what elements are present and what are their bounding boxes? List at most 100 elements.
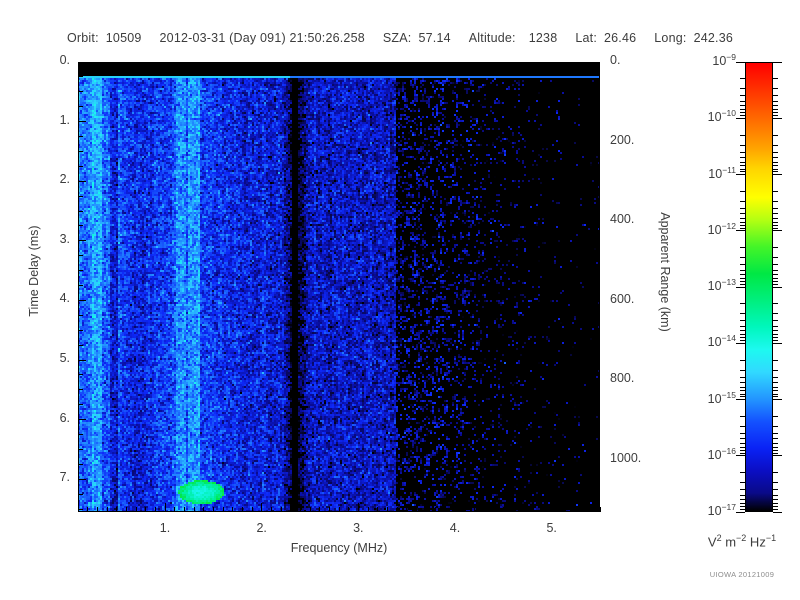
y-axis-minor-tick xyxy=(78,448,83,450)
x-axis-tick-label: 3. xyxy=(353,521,364,535)
colorbar-minor-tick xyxy=(740,115,745,117)
colorbar-minor-tick xyxy=(740,325,745,327)
colorbar-minor-tick xyxy=(740,386,745,388)
x-axis-minor-tick xyxy=(241,507,243,512)
colorbar-minor-tick xyxy=(773,115,778,117)
colorbar-minor-tick xyxy=(773,446,778,448)
y2-axis-minor-tick xyxy=(595,339,600,341)
colorbar-minor-tick xyxy=(773,494,778,496)
colorbar-major-tick xyxy=(773,117,782,119)
y2-axis-title: Apparent Range (km) xyxy=(658,212,672,332)
colorbar-minor-tick xyxy=(740,109,745,111)
colorbar-tick-label: 10−11 xyxy=(708,164,736,181)
colorbar-tick-label: 10−16 xyxy=(707,445,736,462)
colorbar-minor-tick xyxy=(773,88,778,90)
y-axis-minor-tick xyxy=(78,389,83,391)
x-axis-title: Frequency (MHz) xyxy=(290,541,388,555)
colorbar-minor-tick xyxy=(740,257,745,259)
colorbar-minor-tick xyxy=(740,390,745,392)
y-axis-minor-tick xyxy=(78,374,83,376)
colorbar-minor-tick xyxy=(740,303,745,305)
y-axis-minor-tick xyxy=(78,150,83,152)
x-axis-minor-tick xyxy=(106,507,108,512)
y2-axis-major-tick xyxy=(592,300,600,302)
y2-axis-minor-tick xyxy=(595,260,600,262)
colorbar-major-tick xyxy=(736,230,745,232)
colorbar-units-label: V2 m−2 Hz−1 xyxy=(707,533,777,550)
colorbar-minor-tick xyxy=(740,369,745,371)
x-axis-minor-tick xyxy=(473,507,475,512)
colorbar-minor-tick xyxy=(740,508,745,510)
colorbar-major-tick xyxy=(736,61,745,63)
colorbar-minor-tick xyxy=(740,281,745,283)
colorbar-minor-tick xyxy=(740,283,745,285)
colorbar-tick-label: 10−15 xyxy=(707,389,736,406)
y-axis-minor-tick xyxy=(78,314,83,316)
colorbar-minor-tick xyxy=(740,337,745,339)
x-axis-major-tick xyxy=(261,503,263,512)
y2-axis-minor-tick xyxy=(595,180,600,182)
x-axis-minor-tick xyxy=(580,507,582,512)
y2-axis-major-tick xyxy=(592,459,600,461)
colorbar-minor-tick xyxy=(773,452,778,454)
colorbar-minor-tick xyxy=(740,165,745,167)
y-axis-minor-tick xyxy=(78,463,83,465)
colorbar-minor-tick xyxy=(740,446,745,448)
colorbar-minor-tick xyxy=(773,425,778,427)
long-label: Long: xyxy=(654,31,687,45)
colorbar-tick-label: 10−10 xyxy=(707,108,736,125)
x-axis-minor-tick xyxy=(222,507,224,512)
x-axis-minor-tick xyxy=(406,507,408,512)
spectrogram-plot-area xyxy=(78,62,600,512)
colorbar-minor-tick xyxy=(740,95,745,97)
y-axis-minor-tick xyxy=(78,404,83,406)
colorbar-minor-tick xyxy=(773,171,778,173)
y2-axis-major-tick xyxy=(592,220,600,222)
x-axis-minor-tick xyxy=(541,507,543,512)
x-axis-minor-tick xyxy=(328,507,330,512)
x-axis-minor-tick xyxy=(116,507,118,512)
colorbar-minor-tick xyxy=(773,112,778,114)
y2-axis-major-tick xyxy=(592,379,600,381)
colorbar-minor-tick xyxy=(773,502,778,504)
x-axis-minor-tick xyxy=(193,507,195,512)
x-axis-tick-label: 1. xyxy=(159,521,171,535)
y-axis-tick-label: 4. xyxy=(59,291,70,306)
colorbar-minor-tick xyxy=(740,213,745,215)
colorbar-minor-tick xyxy=(740,334,745,336)
colorbar-minor-tick xyxy=(740,359,745,361)
lat-value: 26.46 xyxy=(604,31,637,45)
colorbar-minor-tick xyxy=(740,502,745,504)
x-axis-minor-tick xyxy=(183,507,185,512)
colorbar-minor-tick xyxy=(773,340,778,342)
colorbar-minor-tick xyxy=(773,190,778,192)
x-axis-minor-tick xyxy=(377,507,379,512)
colorbar-minor-tick xyxy=(740,151,745,153)
y-axis-tick-label: 5. xyxy=(59,351,70,365)
y-axis-minor-tick xyxy=(78,210,83,212)
colorbar xyxy=(745,62,773,512)
x-axis-minor-tick xyxy=(386,507,388,512)
colorbar-major-tick xyxy=(773,61,782,63)
x-axis-minor-tick xyxy=(87,507,89,512)
colorbar-minor-tick xyxy=(740,452,745,454)
colorbar-minor-tick xyxy=(740,449,745,451)
colorbar-minor-tick xyxy=(773,506,778,508)
y2-axis-minor-tick xyxy=(595,498,600,500)
colorbar-minor-tick xyxy=(740,382,745,384)
colorbar-minor-tick xyxy=(773,442,778,444)
x-axis-major-tick xyxy=(357,503,359,512)
x-axis-minor-tick xyxy=(145,507,147,512)
y-axis-tick-label: 6. xyxy=(59,410,70,425)
colorbar-minor-tick xyxy=(740,207,745,209)
x-axis-minor-tick xyxy=(96,507,98,512)
y-axis-minor-tick xyxy=(78,76,83,78)
colorbar-minor-tick xyxy=(773,393,778,395)
colorbar-minor-tick xyxy=(773,334,778,336)
colorbar-major-tick xyxy=(773,342,782,344)
colorbar-minor-tick xyxy=(773,109,778,111)
y-axis-major-tick xyxy=(78,359,86,361)
y2-axis-tick-label: 800. xyxy=(610,371,635,386)
x-axis-minor-tick xyxy=(338,507,340,512)
